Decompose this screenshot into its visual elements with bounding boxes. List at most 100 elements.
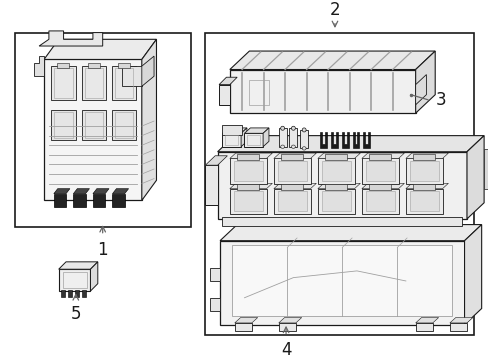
Bar <box>325 154 346 160</box>
Polygon shape <box>317 153 360 158</box>
Bar <box>15 33 190 227</box>
Polygon shape <box>229 183 272 189</box>
Polygon shape <box>219 85 229 105</box>
Polygon shape <box>112 194 124 207</box>
Polygon shape <box>44 39 156 59</box>
Polygon shape <box>222 128 246 133</box>
Polygon shape <box>483 149 488 189</box>
Polygon shape <box>219 77 237 85</box>
Text: 2: 2 <box>329 1 340 19</box>
Bar <box>112 110 136 140</box>
Bar <box>87 63 100 68</box>
Polygon shape <box>234 318 257 323</box>
Polygon shape <box>205 165 217 206</box>
Bar <box>84 112 103 138</box>
Bar <box>278 128 286 147</box>
Polygon shape <box>34 56 44 76</box>
Ellipse shape <box>291 126 295 130</box>
Polygon shape <box>449 318 472 323</box>
Polygon shape <box>90 262 98 291</box>
Text: 4: 4 <box>280 341 291 359</box>
Bar <box>229 158 266 184</box>
Ellipse shape <box>291 145 295 148</box>
Bar <box>217 152 466 219</box>
Bar <box>237 184 259 190</box>
Polygon shape <box>352 132 359 148</box>
Bar <box>84 68 103 98</box>
Bar <box>415 323 432 331</box>
Bar <box>368 184 390 190</box>
Bar <box>409 161 438 181</box>
Bar <box>122 66 142 86</box>
Polygon shape <box>112 189 128 194</box>
Polygon shape <box>73 194 85 207</box>
Ellipse shape <box>302 147 305 150</box>
Bar <box>277 161 306 181</box>
Text: 5: 5 <box>70 305 81 323</box>
Bar <box>51 110 76 140</box>
Bar <box>317 158 354 184</box>
Polygon shape <box>415 318 438 323</box>
Bar <box>229 69 415 113</box>
Bar <box>229 189 266 214</box>
Bar <box>281 154 303 160</box>
Polygon shape <box>273 183 316 189</box>
Bar <box>118 63 130 68</box>
Polygon shape <box>142 39 156 201</box>
Bar <box>405 158 442 184</box>
Bar <box>54 112 73 138</box>
Polygon shape <box>466 136 483 219</box>
Bar <box>62 272 86 288</box>
Bar <box>112 66 136 100</box>
Bar <box>222 133 241 147</box>
Bar <box>361 189 398 214</box>
Bar <box>325 184 346 190</box>
Bar <box>115 112 133 138</box>
Bar <box>277 192 306 211</box>
Bar <box>220 241 464 325</box>
Polygon shape <box>405 183 447 189</box>
Bar <box>59 269 90 291</box>
Polygon shape <box>341 132 348 148</box>
Bar <box>273 158 310 184</box>
Bar <box>412 154 434 160</box>
Bar <box>289 128 297 147</box>
Polygon shape <box>220 225 481 241</box>
Bar <box>237 154 259 160</box>
Bar <box>405 189 442 214</box>
Bar <box>44 59 142 201</box>
Bar <box>81 110 106 140</box>
Polygon shape <box>142 56 154 86</box>
Bar <box>61 291 65 297</box>
Polygon shape <box>405 153 447 158</box>
Bar <box>321 192 350 211</box>
Polygon shape <box>317 183 360 189</box>
Polygon shape <box>205 156 227 165</box>
Polygon shape <box>93 194 105 207</box>
Polygon shape <box>363 132 369 148</box>
Polygon shape <box>210 267 220 281</box>
Bar <box>57 63 69 68</box>
Polygon shape <box>361 183 404 189</box>
Polygon shape <box>273 153 316 158</box>
Text: 1: 1 <box>97 241 108 259</box>
Polygon shape <box>278 318 301 323</box>
Bar <box>233 192 262 211</box>
Bar <box>249 80 268 105</box>
Bar <box>75 291 79 297</box>
Bar <box>68 291 72 297</box>
Bar <box>368 154 390 160</box>
Bar <box>115 68 133 98</box>
Bar <box>233 161 262 181</box>
Polygon shape <box>464 225 481 325</box>
Polygon shape <box>59 262 98 269</box>
Bar <box>365 192 394 211</box>
Polygon shape <box>54 189 70 194</box>
Bar <box>278 323 295 331</box>
Polygon shape <box>210 298 220 311</box>
Bar <box>232 245 451 316</box>
Polygon shape <box>415 75 426 105</box>
Polygon shape <box>229 51 434 69</box>
Polygon shape <box>39 31 102 46</box>
Polygon shape <box>330 132 337 148</box>
